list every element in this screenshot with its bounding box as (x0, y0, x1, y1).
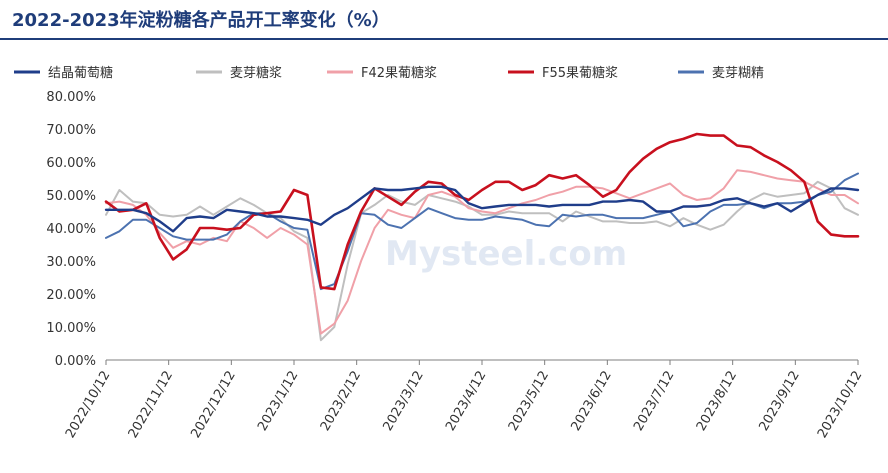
y-tick-label: 30.00% (46, 255, 96, 270)
watermark-text: Mysteel.com (385, 234, 627, 274)
x-tick-label: 2023/4/12 (443, 369, 489, 434)
legend-label: 麦芽糊精 (712, 65, 764, 81)
y-axis: 0.00% 10.00% 20.00% 30.00% 40.00% 50.00% 60.00… (46, 90, 96, 369)
legend-label: 结晶葡萄糖 (48, 65, 113, 81)
legend-label: 麦芽糖浆 (230, 65, 282, 81)
x-tick-label: 2022/12/12 (188, 369, 238, 441)
x-tick-label: 2023/1/12 (255, 369, 301, 434)
y-tick-label: 20.00% (46, 288, 96, 303)
series-line-3 (104, 132, 860, 291)
y-tick-label: 10.00% (46, 321, 96, 336)
legend-label: F42果葡糖浆 (361, 65, 437, 81)
y-tick-label: 60.00% (46, 156, 96, 171)
x-tick-label: 2023/8/12 (694, 369, 740, 434)
x-tick-label: 2023/9/12 (756, 369, 802, 434)
y-tick-label: 0.00% (55, 354, 96, 369)
x-tick-label: 2022/11/12 (126, 369, 176, 441)
y-tick-label: 80.00% (46, 90, 96, 105)
x-tick-label: 2023/2/12 (318, 369, 364, 434)
y-tick-label: 50.00% (46, 189, 96, 204)
watermark: Mysteel.com (385, 234, 627, 274)
y-tick-label: 40.00% (46, 222, 96, 237)
x-tick-label: 2023/10/12 (815, 369, 865, 441)
series-line-1 (105, 180, 859, 342)
x-tick-label: 2023/6/12 (568, 369, 614, 434)
chart-legend: 结晶葡萄糖 麦芽糖浆 F42果葡糖浆 F55果葡糖浆 麦芽糊精 (14, 65, 764, 81)
legend-label: F55果葡糖浆 (542, 65, 618, 81)
title-underline (0, 38, 888, 40)
series-layer (104, 132, 860, 342)
x-tick-label: 2023/3/12 (380, 369, 426, 434)
chart-title: 2022-2023年淀粉糖各产品开工率变化（%） (12, 10, 390, 31)
x-tick-label: 2023/5/12 (506, 369, 552, 434)
y-tick-label: 70.00% (46, 123, 96, 138)
series-line-2 (105, 169, 859, 335)
x-tick-label: 2022/10/12 (63, 369, 113, 441)
x-axis: 2022/10/12 2022/11/12 2022/12/12 2023/1/12 2… (63, 359, 865, 441)
series-line-0 (104, 185, 860, 233)
x-tick-label: 2023/7/12 (631, 369, 677, 434)
